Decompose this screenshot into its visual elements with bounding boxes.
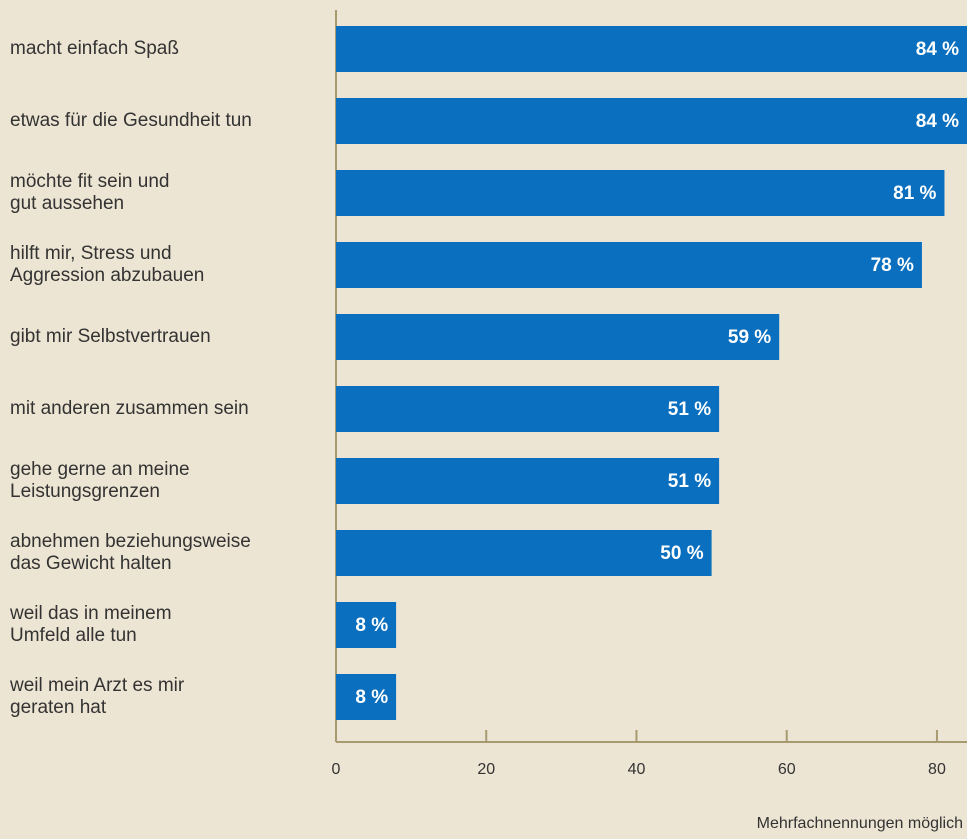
category-label: macht einfach Spaß	[10, 38, 179, 59]
category-label: abnehmen beziehungsweise das Gewicht hal…	[10, 531, 251, 574]
value-label: 8 %	[355, 615, 388, 636]
value-label: 84 %	[916, 39, 959, 60]
category-label: hilft mir, Stress und Aggression abzubau…	[10, 243, 205, 286]
bar	[336, 242, 922, 288]
bar	[336, 530, 712, 576]
bar	[336, 386, 720, 432]
bar	[336, 170, 945, 216]
x-tick-label: 0	[332, 761, 341, 778]
x-tick-label: 80	[928, 761, 946, 778]
bar	[336, 314, 780, 360]
x-tick-label: 20	[477, 761, 495, 778]
bar	[336, 458, 720, 504]
category-label: weil das in meinem Umfeld alle tun	[10, 603, 172, 646]
category-label: mit anderen zusammen sein	[10, 398, 249, 419]
value-label: 84 %	[916, 111, 959, 132]
value-label: 8 %	[355, 687, 388, 708]
value-label: 50 %	[660, 543, 703, 564]
value-label: 59 %	[728, 327, 771, 348]
bar	[336, 26, 967, 72]
bar	[336, 98, 967, 144]
category-label: etwas für die Gesundheit tun	[10, 110, 252, 131]
x-tick-label: 40	[628, 761, 646, 778]
bar	[336, 602, 397, 648]
x-tick-label: 60	[778, 761, 796, 778]
value-label: 51 %	[668, 399, 711, 420]
footnote: Mehrfachnennungen möglich	[756, 815, 963, 832]
category-label: möchte fit sein und gut aussehen	[10, 171, 170, 214]
value-label: 81 %	[893, 183, 936, 204]
category-label: gehe gerne an meine Leistungsgrenzen	[10, 459, 190, 502]
category-label: weil mein Arzt es mir geraten hat	[10, 675, 185, 718]
value-label: 78 %	[871, 255, 914, 276]
category-label: gibt mir Selbstvertrauen	[10, 326, 211, 347]
bar	[336, 674, 397, 720]
value-label: 51 %	[668, 471, 711, 492]
